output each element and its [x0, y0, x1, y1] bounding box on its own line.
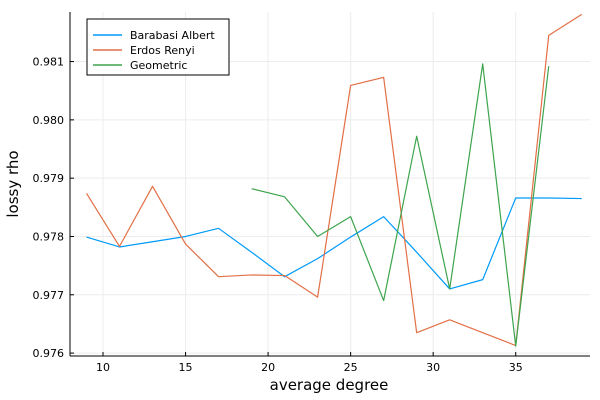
- x-tick-label: 30: [426, 361, 440, 374]
- series-line-geometric: [251, 63, 550, 347]
- legend-label-erdos-renyi: Erdos Renyi: [130, 44, 195, 57]
- legend-label-barabasi-albert: Barabasi Albert: [130, 29, 215, 42]
- x-axis-title: average degree: [270, 376, 389, 394]
- y-tick-label: 0.980: [33, 114, 65, 127]
- axes: [69, 12, 590, 357]
- legend-label-geometric: Geometric: [130, 59, 187, 72]
- series-line-barabasi-albert: [86, 197, 582, 290]
- series-line-erdos-renyi: [86, 13, 583, 347]
- y-tick-label: 0.977: [33, 289, 65, 302]
- x-tick-label: 20: [261, 361, 275, 374]
- y-tick-label: 0.978: [33, 230, 65, 243]
- series-lines: [86, 13, 583, 347]
- tick-labels: 10 15 20 25 30 35 0.976 0.977 0.978 0.979 0.980 0.9…: [33, 56, 523, 374]
- x-tick-label: 35: [509, 361, 523, 374]
- y-tick-label: 0.981: [33, 56, 65, 69]
- y-tick-label: 0.979: [33, 172, 65, 185]
- y-axis-title: lossy rho: [4, 150, 22, 217]
- x-tick-label: 25: [344, 361, 358, 374]
- y-tick-label: 0.976: [33, 347, 65, 360]
- x-tick-label: 15: [179, 361, 193, 374]
- legend: Barabasi Albert Erdos Renyi Geometric: [86, 18, 230, 76]
- x-tick-label: 10: [96, 361, 110, 374]
